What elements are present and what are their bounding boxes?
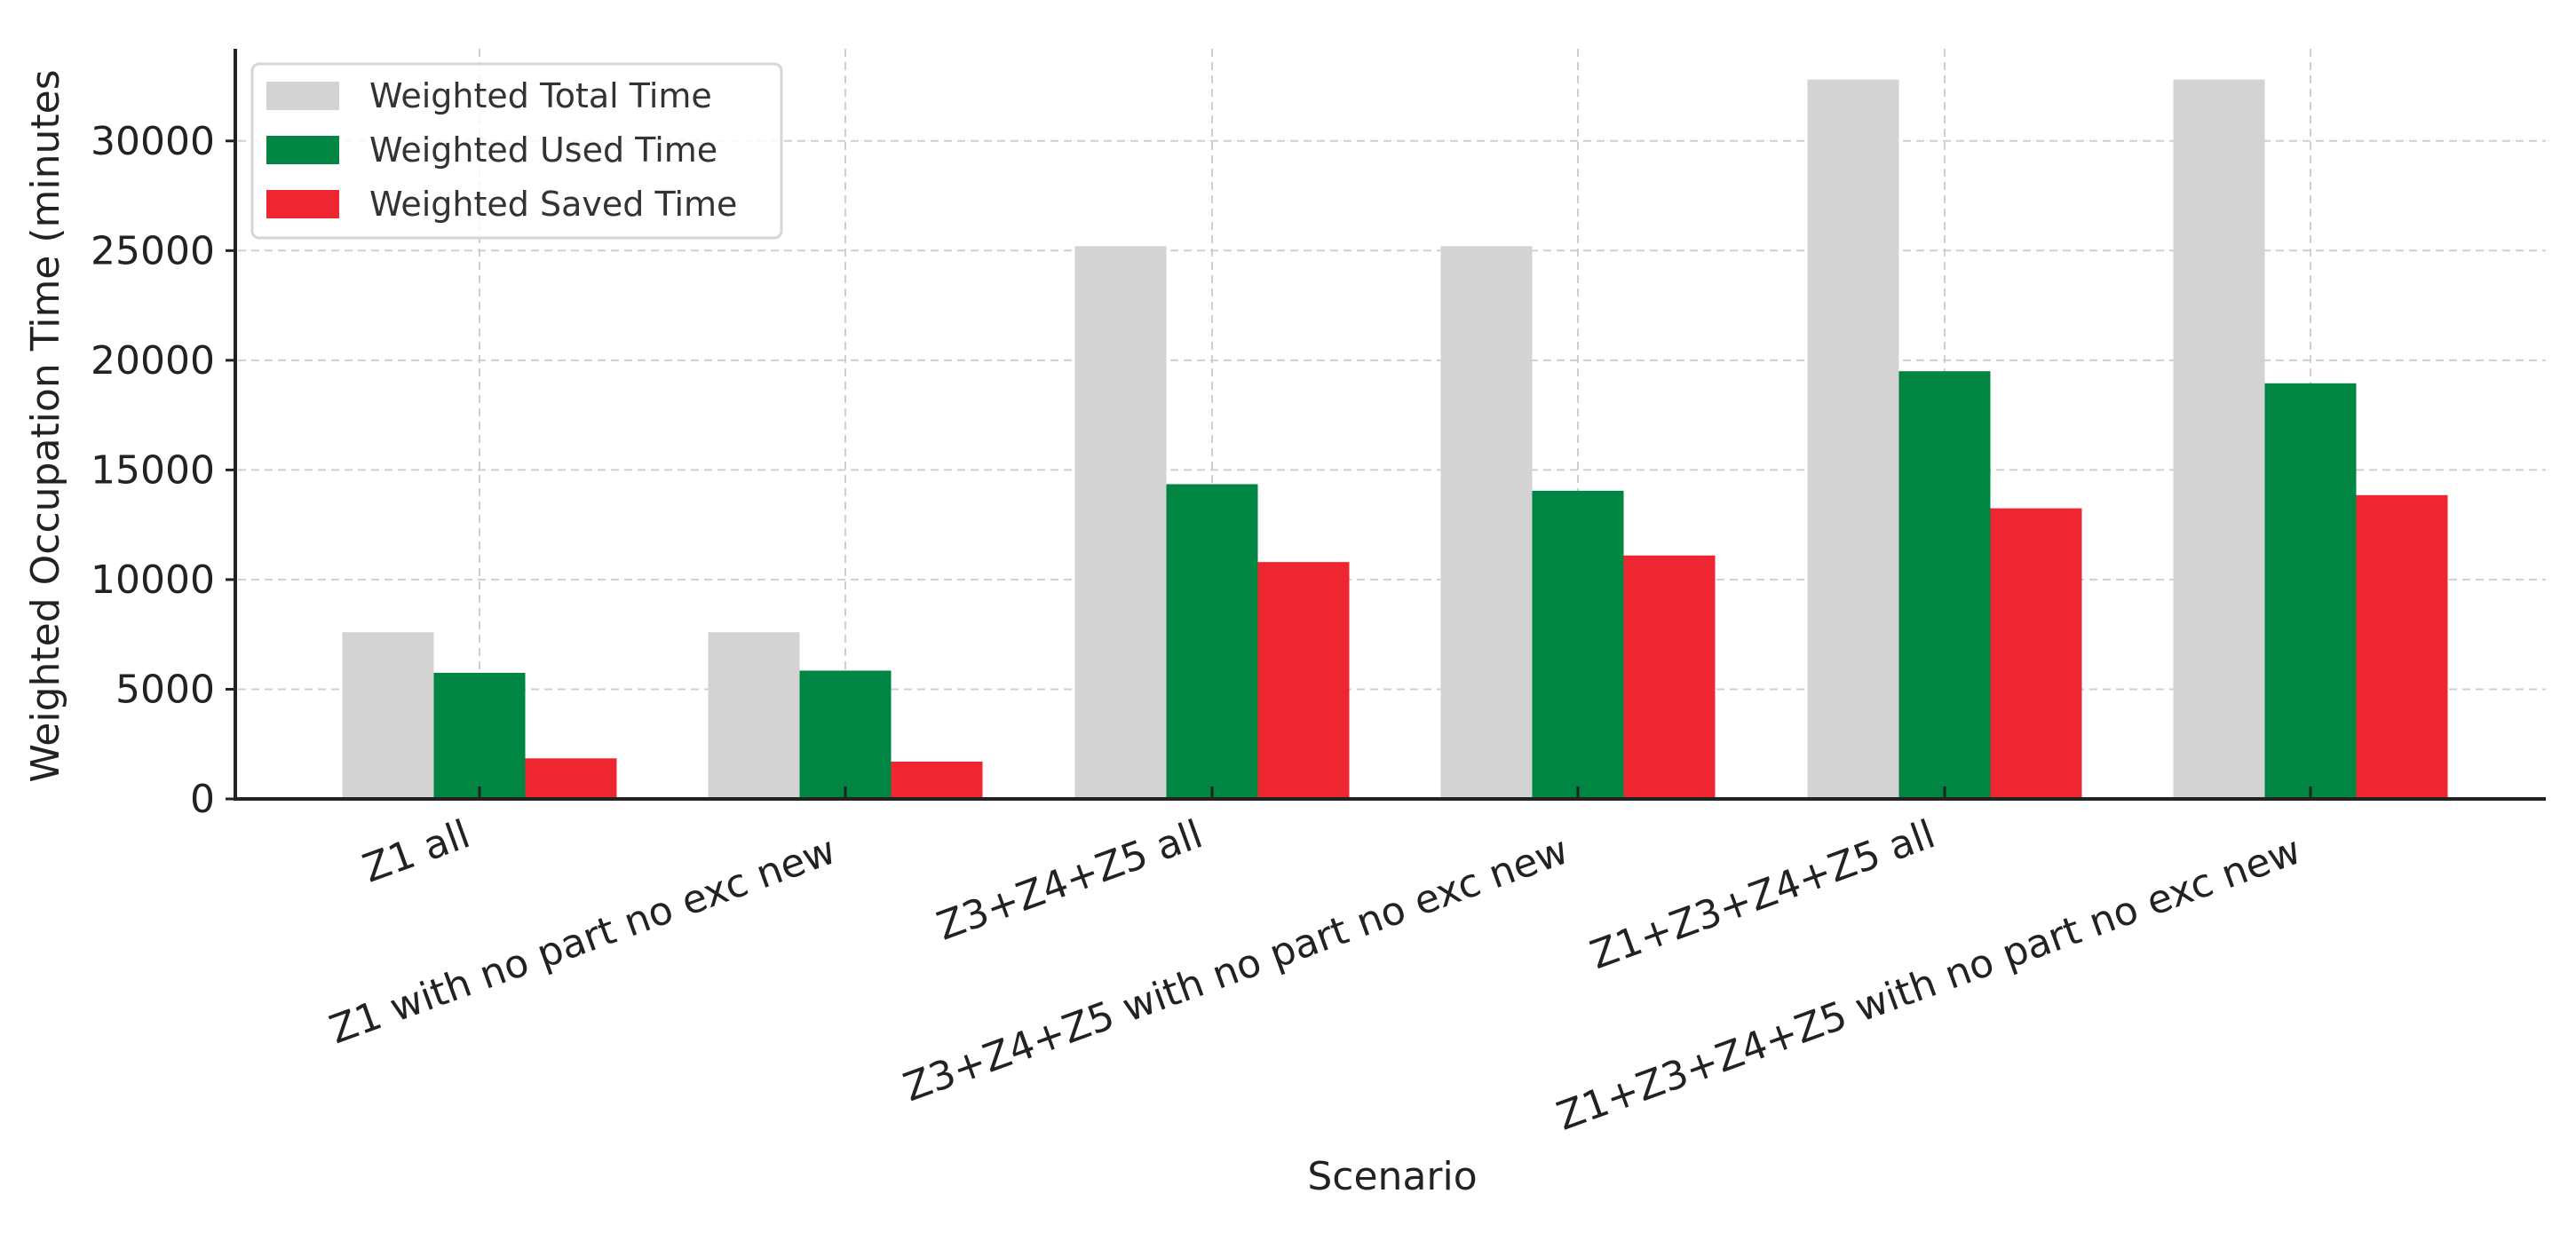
x-tick-label: Z1+Z3+Z4+Z5 with no part no exc new: [1551, 827, 2307, 1139]
legend-item: Weighted Total Time: [266, 76, 712, 115]
legend-label: Weighted Total Time: [369, 76, 712, 115]
bar-group: [708, 632, 983, 799]
y-tick-label: 30000: [91, 119, 215, 164]
y-tick-label: 10000: [91, 557, 215, 603]
bar-weighted-saved-time: [1990, 508, 2082, 799]
bar-weighted-saved-time: [1257, 562, 1350, 799]
bars: [342, 79, 2448, 800]
y-tick-label: 5000: [115, 667, 215, 712]
bar-group: [1807, 79, 2082, 800]
bar-weighted-used-time: [799, 670, 892, 799]
y-tick-label: 20000: [91, 338, 215, 383]
bar-weighted-used-time: [1898, 371, 1991, 799]
bar-weighted-total-time: [2173, 79, 2265, 800]
bar-weighted-saved-time: [525, 758, 617, 799]
legend-item: Weighted Used Time: [266, 130, 717, 170]
bar-weighted-used-time: [1532, 490, 1624, 799]
bar-weighted-used-time: [1166, 484, 1258, 799]
y-axis-label: Weighted Occupation Time (minutes: [23, 69, 68, 782]
legend-swatch: [266, 136, 339, 164]
legend-swatch: [266, 82, 339, 110]
x-tick-label: Z1+Z3+Z4+Z5 all: [1584, 811, 1940, 978]
axes: [234, 49, 2546, 801]
bar-weighted-used-time: [433, 672, 526, 799]
bar-group: [1074, 246, 1350, 799]
bar-group: [1440, 246, 1716, 799]
y-tick-label: 15000: [91, 447, 215, 493]
bar-weighted-used-time: [2264, 383, 2357, 799]
y-tick-label: 25000: [91, 228, 215, 273]
bar-group: [2173, 79, 2448, 800]
bar-weighted-saved-time: [1623, 555, 1716, 799]
legend-item: Weighted Saved Time: [266, 185, 737, 224]
bar-group: [342, 632, 617, 799]
bar-weighted-saved-time: [891, 761, 983, 799]
x-tick-label: Z1 all: [357, 811, 476, 891]
legend-swatch: [266, 190, 339, 218]
bar-weighted-total-time: [1440, 246, 1533, 799]
x-tick-label: Z3+Z4+Z5 with no part no exc new: [898, 827, 1574, 1110]
y-axis-ticks: 0 5000 10000 15000 20000 25000 30000: [91, 119, 235, 822]
legend: Weighted Total Time Weighted Used Time Wei…: [250, 62, 783, 240]
bar-weighted-total-time: [1074, 246, 1167, 799]
bar-weighted-saved-time: [2356, 494, 2448, 799]
x-tick-label: Z3+Z4+Z5 all: [931, 811, 1209, 949]
legend-label: Weighted Saved Time: [369, 185, 737, 224]
y-tick-label: 0: [190, 777, 215, 822]
bar-weighted-total-time: [342, 632, 434, 799]
legend-label: Weighted Used Time: [369, 130, 717, 170]
bar-weighted-total-time: [1807, 79, 1899, 800]
x-axis-label: Scenario: [1307, 1154, 1477, 1199]
legend-box: [250, 62, 783, 240]
bar-weighted-total-time: [708, 632, 800, 799]
